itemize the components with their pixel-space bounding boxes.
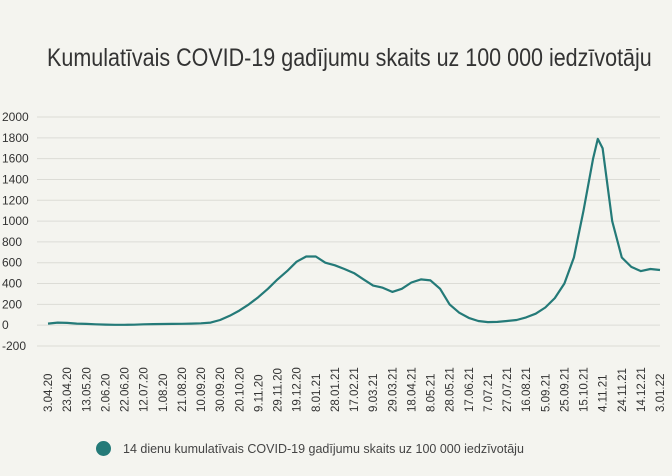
x-tick-label: 24.11.21 bbox=[617, 368, 629, 412]
y-tick-label: -200 bbox=[2, 339, 26, 353]
series-line bbox=[47, 137, 661, 326]
y-axis-tick-labels: -200 0 200 400 600 800 1000 1200 1400 1600 1800 200… bbox=[2, 110, 29, 353]
x-tick-label: 3.04.20 bbox=[43, 374, 55, 412]
y-tick-label: 0 bbox=[2, 318, 9, 332]
x-tick-label: 2.06.20 bbox=[100, 374, 112, 412]
y-tick-label: 1800 bbox=[2, 131, 29, 145]
x-tick-label: 29.03.21 bbox=[387, 367, 399, 412]
x-tick-label: 19.12.20 bbox=[292, 367, 304, 412]
x-tick-label: 22.06.20 bbox=[120, 367, 132, 412]
legend-marker-icon bbox=[96, 441, 111, 456]
x-tick-label: 25.09.21 bbox=[559, 367, 571, 412]
x-tick-label: 3.01.22 bbox=[655, 374, 667, 412]
y-tick-label: 400 bbox=[2, 277, 22, 291]
x-tick-label: 14.12.21 bbox=[636, 367, 648, 412]
x-tick-label: 20.10.20 bbox=[234, 367, 246, 412]
x-tick-label: 7.07.21 bbox=[483, 374, 495, 412]
x-axis-tick-labels: 3.04.20 23.04.20 13.05.20 2.06.20 22.06.20 12… bbox=[43, 367, 667, 412]
y-tick-label: 2000 bbox=[2, 110, 29, 124]
x-tick-label: 17.02.21 bbox=[349, 367, 361, 412]
x-tick-label: 23.04.20 bbox=[62, 367, 74, 412]
x-tick-label: 9.11.20 bbox=[253, 374, 265, 412]
series-layer bbox=[47, 137, 661, 326]
x-tick-label: 18.04.21 bbox=[406, 367, 418, 412]
y-tick-label: 1400 bbox=[2, 172, 29, 186]
y-tick-label: 200 bbox=[2, 297, 22, 311]
x-tick-label: 17.06.21 bbox=[464, 367, 476, 412]
y-tick-label: 800 bbox=[2, 235, 22, 249]
legend-label: 14 dienu kumulatīvais COVID-19 gadījumu … bbox=[123, 441, 524, 456]
x-tick-label: 28.05.21 bbox=[445, 367, 457, 412]
x-tick-label: 10.09.20 bbox=[196, 367, 208, 412]
x-tick-label: 29.11.20 bbox=[273, 368, 285, 412]
x-tick-label: 21.08.20 bbox=[177, 367, 189, 412]
chart-legend[interactable]: 14 dienu kumulatīvais COVID-19 gadījumu … bbox=[96, 441, 524, 456]
y-tick-label: 1600 bbox=[2, 152, 29, 166]
x-tick-label: 30.09.20 bbox=[215, 367, 227, 412]
x-tick-label: 12.07.20 bbox=[139, 367, 151, 412]
x-tick-label: 13.05.20 bbox=[81, 367, 93, 412]
x-tick-label: 27.07.21 bbox=[502, 367, 514, 412]
y-tick-label: 1000 bbox=[2, 214, 29, 228]
y-tick-label: 600 bbox=[2, 256, 22, 270]
grid-lines bbox=[37, 116, 660, 347]
y-tick-label: 1200 bbox=[2, 193, 29, 207]
x-tick-label: 15.10.21 bbox=[579, 367, 591, 412]
x-tick-label: 8.01.21 bbox=[311, 374, 323, 412]
x-tick-label: 28.01.21 bbox=[330, 367, 342, 412]
x-tick-label: 9.03.21 bbox=[368, 374, 380, 412]
x-tick-label: 5.09.21 bbox=[540, 374, 552, 412]
x-tick-label: 16.08.21 bbox=[521, 367, 533, 412]
x-tick-label: 8.05.21 bbox=[426, 374, 438, 412]
chart-title: Kumulatīvais COVID-19 gadījumu skaits uz… bbox=[47, 44, 652, 72]
x-tick-label: 1.08.20 bbox=[158, 374, 170, 412]
x-tick-label: 4.11.21 bbox=[598, 374, 610, 412]
